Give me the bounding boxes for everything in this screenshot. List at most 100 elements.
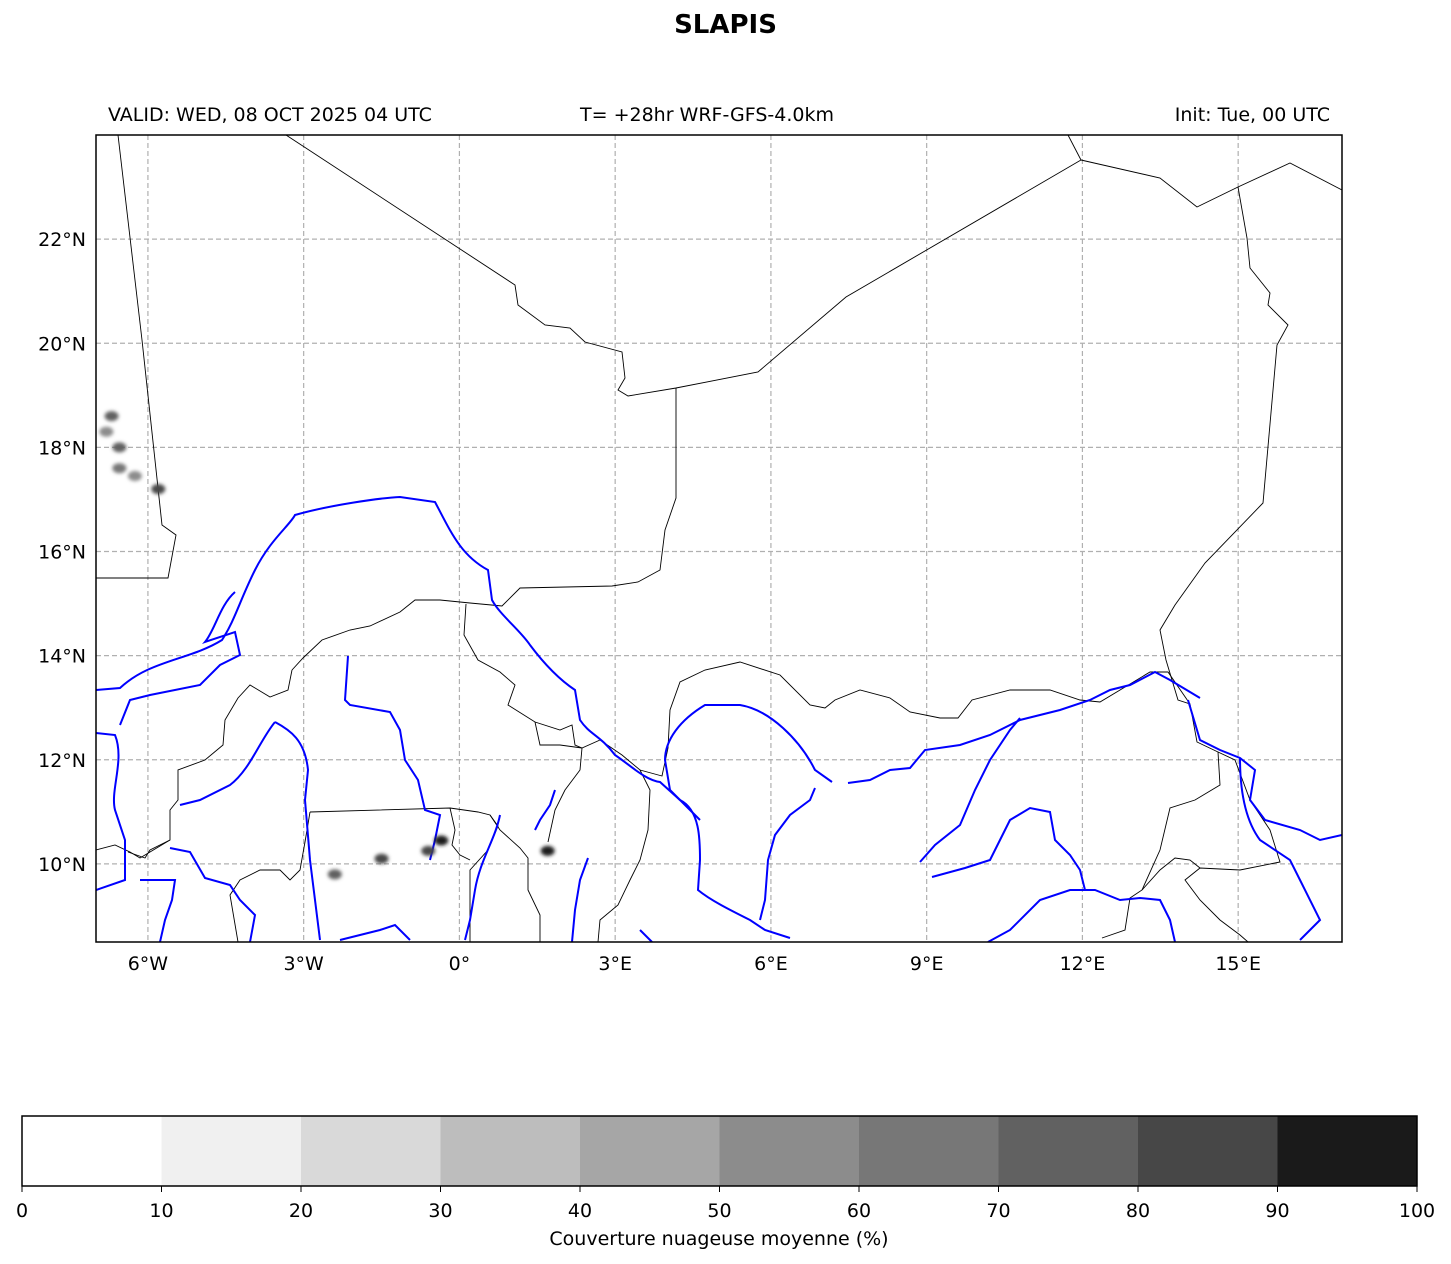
benue-upper xyxy=(847,670,1201,784)
niger-river xyxy=(96,495,791,939)
cloud-cell xyxy=(374,853,389,864)
cloud-cell xyxy=(104,411,119,422)
cloud-cell xyxy=(112,442,127,453)
benin-togo-border xyxy=(489,814,541,942)
colorbar-bin xyxy=(998,1116,1139,1186)
chari-river xyxy=(1187,699,1342,842)
white-volta xyxy=(274,721,321,941)
cloud-cell xyxy=(99,426,114,437)
map-frame xyxy=(95,134,1343,943)
black-volta xyxy=(179,721,276,806)
longitude-tick-labels: 6°W 3°W 0° 3°E 6°E 9°E 12°E 15°E xyxy=(128,953,1261,975)
algeria-mali-border xyxy=(285,135,1082,397)
lon-tick-label: 12°E xyxy=(1060,953,1106,975)
oti-river xyxy=(534,789,556,831)
cloud-cell xyxy=(421,845,436,856)
volta-oti-2 xyxy=(464,814,501,941)
rivers xyxy=(96,495,1342,942)
valid-time-label: VALID: WED, 08 OCT 2025 04 UTC xyxy=(108,104,432,126)
lon-tick-label: 3°W xyxy=(283,953,324,975)
colorbar-bin xyxy=(1277,1116,1418,1186)
cloud-cell xyxy=(434,835,449,846)
mauritania-border xyxy=(96,135,177,579)
colorbar-bin xyxy=(22,1116,162,1186)
colorbar-bin xyxy=(1138,1116,1278,1186)
latitude-tick-labels: 22°N 20°N 18°N 16°N 14°N 12°N 10°N xyxy=(38,229,86,876)
mali-niger-border xyxy=(291,388,677,671)
cloud-cell xyxy=(151,484,166,495)
colorbar: 0 10 20 30 40 50 60 70 80 90 100 xyxy=(16,1115,1435,1222)
cloud-cell xyxy=(540,845,555,856)
lat-tick-label: 14°N xyxy=(38,646,86,668)
lat-tick-label: 20°N xyxy=(38,333,86,355)
togo-benin-border xyxy=(534,721,583,749)
forecast-run-label: T= +28hr WRF-GFS-4.0km xyxy=(580,104,834,126)
lat-tick-label: 16°N xyxy=(38,542,86,564)
graticule xyxy=(96,135,1342,942)
colorbar-bin xyxy=(440,1116,581,1186)
lon-tick-label: 15°E xyxy=(1215,953,1261,975)
benin-nigeria-south xyxy=(597,769,651,942)
colorbar-tick-label: 90 xyxy=(1265,1200,1289,1222)
river-sw-1 xyxy=(140,879,177,942)
cloud-cell xyxy=(127,471,142,482)
volta-oti-1 xyxy=(343,655,442,861)
cloud-cover-layer xyxy=(99,411,555,880)
colorbar-tick-label: 0 xyxy=(16,1200,28,1222)
bani-river xyxy=(96,732,126,891)
nigeria-cameroon-border xyxy=(1141,857,1201,891)
ghana-west-border xyxy=(229,811,311,942)
lon-tick-label: 6°W xyxy=(128,953,169,975)
colorbar-bin xyxy=(301,1116,441,1186)
cameroon-border xyxy=(1184,751,1281,942)
colorbar-label: Couverture nuageuse moyenne (%) xyxy=(549,1228,888,1250)
burkina-mali-border xyxy=(127,669,293,859)
colorbar-tick-label: 100 xyxy=(1399,1200,1435,1222)
lon-tick-label: 3°E xyxy=(598,953,632,975)
colorbar-tick-label: 50 xyxy=(707,1200,731,1222)
lon-tick-label: 0° xyxy=(449,953,471,975)
colorbar-bin xyxy=(580,1116,720,1186)
lon-tick-label: 9°E xyxy=(910,953,944,975)
ghana-togo-border xyxy=(449,807,499,942)
sokoto-river xyxy=(663,704,833,821)
colorbar-bin xyxy=(161,1116,302,1186)
map-title: SLAPIS xyxy=(674,10,777,40)
colorbar-tick-label: 80 xyxy=(1126,1200,1150,1222)
niger-chad-border xyxy=(1101,186,1289,939)
colorbar-tick-label: 20 xyxy=(289,1200,313,1222)
burkina-niger-border xyxy=(463,603,601,749)
komadugu-yobe xyxy=(919,717,1021,863)
cloud-cell xyxy=(327,869,342,880)
colorbar-tick-label: 70 xyxy=(986,1200,1010,1222)
lat-tick-label: 12°N xyxy=(38,750,86,772)
benin-nigeria-border xyxy=(547,747,583,843)
colorbar-tick-label: 60 xyxy=(847,1200,871,1222)
lat-tick-label: 18°N xyxy=(38,437,86,459)
colorbar-tick-label: 30 xyxy=(428,1200,452,1222)
ghana-border xyxy=(309,807,471,861)
colorbar-bin xyxy=(859,1116,999,1186)
lat-tick-label: 22°N xyxy=(38,229,86,251)
lon-tick-label: 6°E xyxy=(754,953,788,975)
hadejia-river xyxy=(931,806,1086,891)
benue-lower xyxy=(987,889,1176,942)
colorbar-bin xyxy=(719,1116,860,1186)
country-borders xyxy=(96,135,1342,942)
algeria-niger-border xyxy=(1080,159,1342,208)
cloud-cell xyxy=(112,463,127,474)
init-time-label: Init: Tue, 00 UTC xyxy=(1174,104,1330,126)
colorbar-tick-label: 10 xyxy=(149,1200,173,1222)
logone-river xyxy=(1239,757,1322,941)
colorbar-tick-label: 40 xyxy=(568,1200,592,1222)
kaduna-river xyxy=(759,787,816,921)
river-sw-2 xyxy=(169,847,257,942)
mono-river xyxy=(571,857,589,942)
river-south-ghana xyxy=(339,923,411,941)
nigeria-niger-border xyxy=(599,661,1191,777)
lat-tick-label: 10°N xyxy=(38,854,86,876)
upper-niger-tributary xyxy=(119,591,242,726)
ivory-coast-border xyxy=(96,839,171,859)
river-nigeria-south xyxy=(639,929,653,942)
